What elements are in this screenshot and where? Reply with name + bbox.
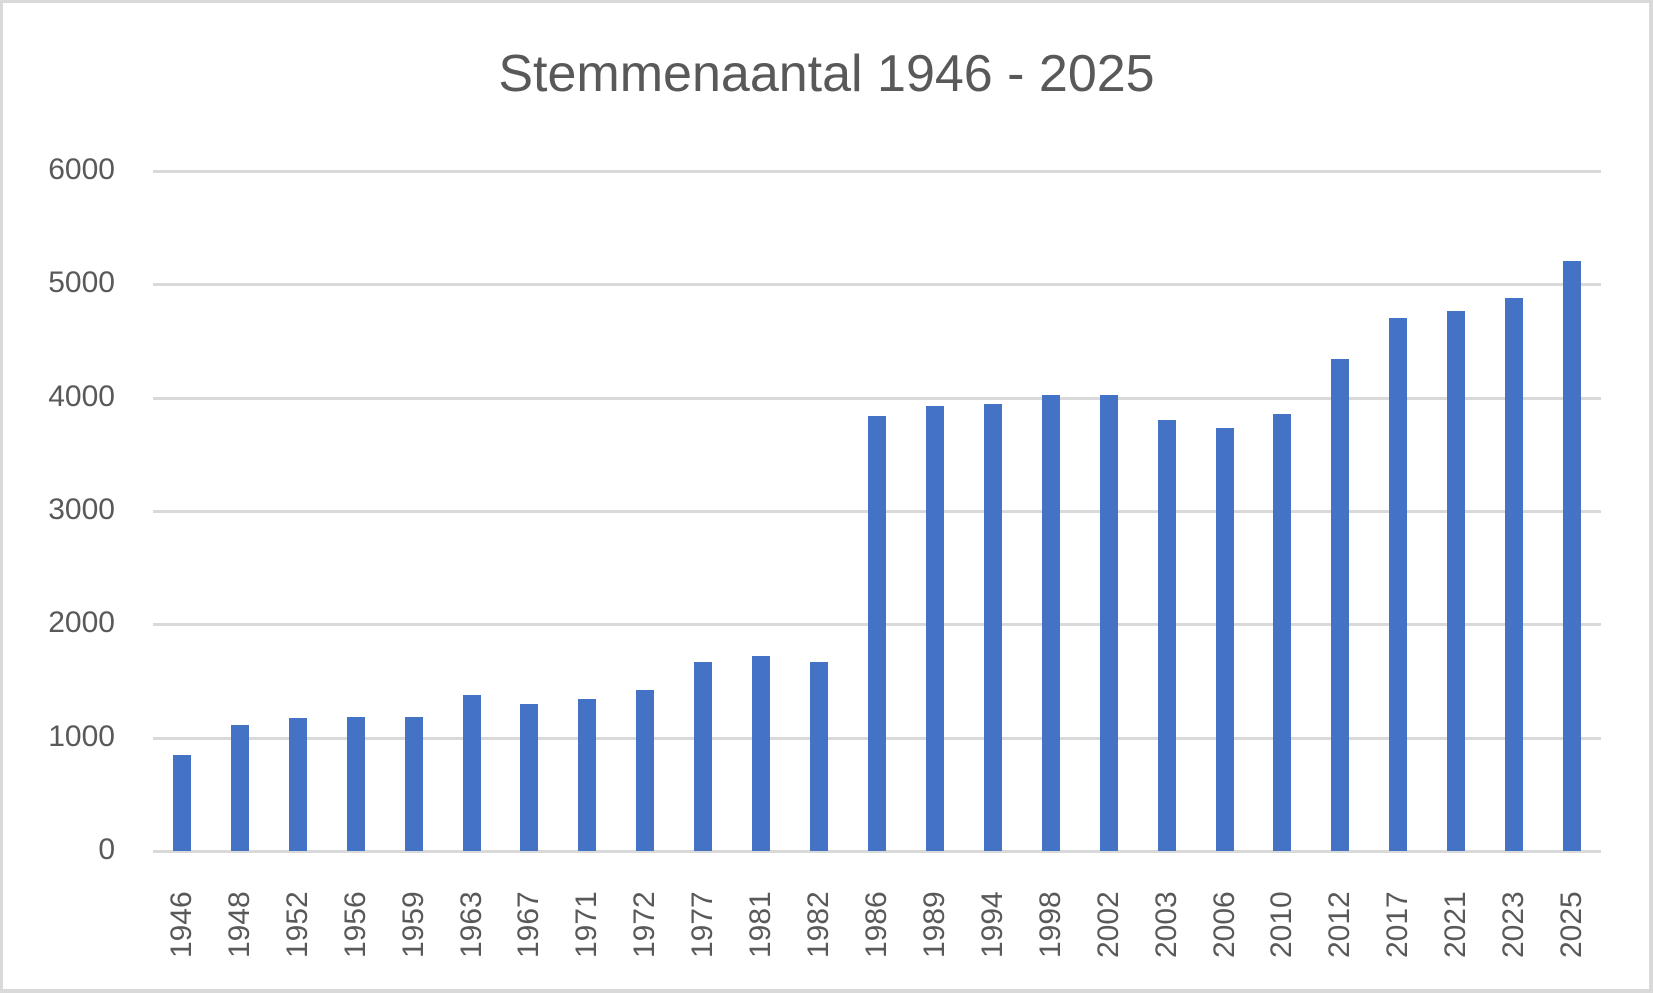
y-tick-label: 6000	[48, 153, 115, 186]
x-tick-label: 1977	[686, 891, 720, 958]
bar-1948	[230, 725, 249, 851]
bar-1952	[288, 718, 307, 851]
y-tick-label: 1000	[48, 719, 115, 753]
x-tick-label: 1946	[164, 891, 198, 958]
bar-1972	[636, 690, 655, 851]
bar-1998	[1041, 394, 1060, 851]
bar-2021	[1447, 310, 1466, 851]
x-tick-label: 1986	[860, 891, 893, 958]
bar-1971	[578, 699, 597, 851]
x-tick-label: 2023	[1497, 891, 1531, 958]
y-tick-label: 2000	[48, 606, 115, 640]
x-tick-label: 1963	[454, 891, 488, 958]
bar-2002	[1099, 394, 1118, 851]
x-tick-label: 2021	[1439, 891, 1473, 958]
bar-2012	[1331, 358, 1350, 851]
bar-1986	[868, 415, 886, 851]
x-tick-label: 1967	[512, 891, 546, 958]
x-tick-label: 2010	[1265, 891, 1299, 958]
bar-1946	[172, 755, 191, 851]
bar-1967	[520, 704, 539, 851]
y-tick-label: 0	[98, 833, 115, 866]
x-tick-label: 1952	[280, 891, 314, 958]
x-tick-label: 1989	[917, 891, 951, 958]
bar-1982	[810, 662, 829, 851]
bar-1959	[404, 717, 423, 851]
y-tick-label: 3000	[48, 493, 115, 526]
y-tick-label: 4000	[48, 379, 115, 413]
x-tick-label: 2003	[1149, 891, 1183, 958]
x-tick-label: 1982	[802, 891, 836, 958]
x-tick-label: 2025	[1555, 891, 1589, 958]
x-tick-label: 1948	[222, 891, 256, 958]
x-tick-label: 1956	[338, 891, 372, 958]
x-tick-label: 1972	[628, 891, 662, 958]
bar-2023	[1505, 297, 1524, 851]
gridline	[153, 396, 1601, 400]
bar-1981	[752, 656, 771, 851]
gridline	[153, 283, 1601, 287]
bar-1994	[983, 403, 1002, 851]
bar-1977	[694, 662, 713, 851]
x-tick-label: 2017	[1381, 891, 1415, 958]
x-tick-label: 1959	[396, 891, 430, 958]
x-tick-label: 2002	[1091, 891, 1125, 958]
x-tick-label: 1971	[570, 891, 604, 958]
bar-2006	[1215, 427, 1234, 851]
bar-1963	[462, 695, 481, 851]
x-tick-label: 1994	[975, 891, 1009, 958]
bar-2017	[1389, 317, 1408, 851]
bar-2010	[1273, 413, 1292, 851]
x-axis-line	[153, 850, 1601, 853]
x-tick-label: 1998	[1033, 891, 1067, 958]
chart-title: Stemmenaantal 1946 - 2025	[498, 45, 1155, 103]
bar-2025	[1563, 260, 1582, 851]
x-tick-label: 1981	[744, 891, 778, 958]
x-tick-label: 2012	[1323, 891, 1357, 958]
gridline	[153, 170, 1601, 173]
bar-1956	[346, 717, 365, 851]
y-tick-label: 5000	[48, 266, 115, 300]
bar-1989	[925, 405, 944, 851]
bar-2003	[1157, 420, 1176, 851]
x-tick-label: 2006	[1207, 891, 1241, 958]
